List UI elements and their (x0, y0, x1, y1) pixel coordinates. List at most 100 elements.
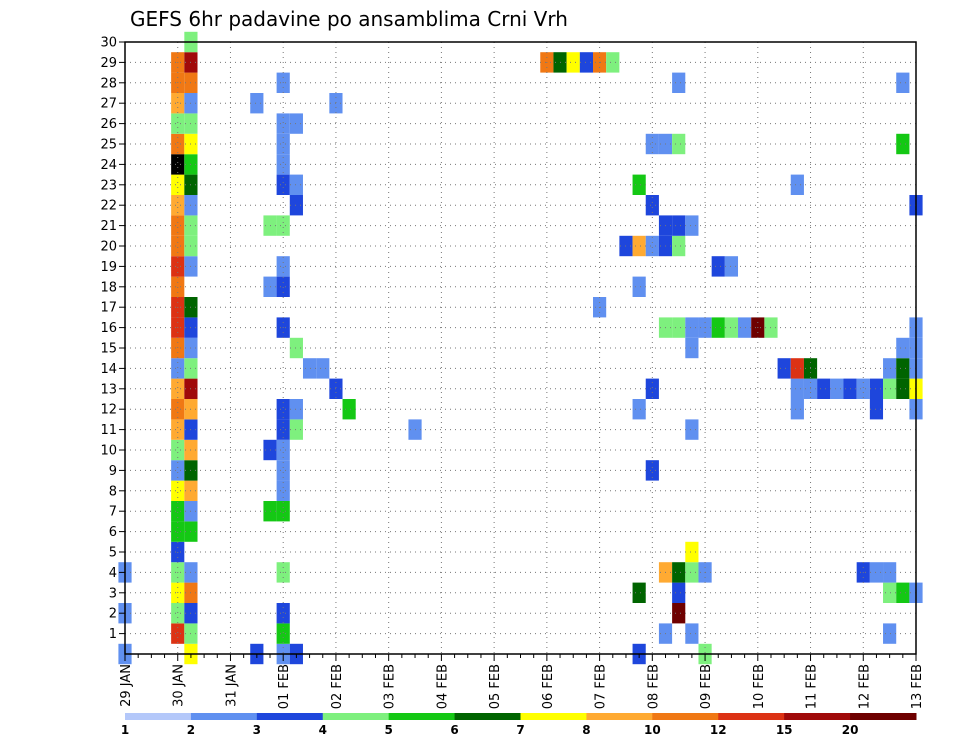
y-tick-label: 7 (109, 505, 117, 520)
heatmap-cell (171, 93, 185, 114)
heatmap-cell (276, 113, 290, 134)
y-tick-label: 4 (109, 566, 117, 581)
heatmap-cell (171, 358, 185, 379)
heatmap-cell (289, 195, 303, 216)
y-tick-label: 20 (100, 240, 117, 255)
heatmap-cell (606, 52, 620, 73)
heatmap-cell (896, 72, 910, 93)
heatmap-cell (276, 215, 290, 236)
heatmap-cell (896, 378, 910, 399)
heatmap-cell (171, 195, 185, 216)
heatmap-cell (276, 419, 290, 440)
heatmap-cell (830, 378, 844, 399)
heatmap-cell (276, 439, 290, 461)
colorbar-swatch (388, 713, 456, 720)
heatmap-cell (645, 195, 659, 216)
heatmap-cell (817, 378, 831, 399)
heatmap-cell (645, 235, 659, 257)
heatmap-cell (289, 174, 303, 195)
colorbar-label: 4 (319, 723, 327, 737)
y-tick-label: 11 (100, 423, 117, 438)
heatmap-cell (276, 603, 290, 624)
heatmap-cell (632, 399, 646, 420)
x-tick-label: 07 FEB (594, 664, 609, 709)
colorbar-swatch (322, 713, 390, 720)
colorbar-label: 20 (842, 723, 859, 737)
colorbar-label: 3 (253, 723, 261, 737)
heatmap-cell (632, 235, 646, 257)
heatmap-cell (171, 154, 185, 175)
heatmap-cell (171, 174, 185, 195)
y-tick-label: 2 (109, 607, 117, 622)
heatmap-cell (883, 623, 897, 644)
colorbar-swatch (652, 713, 719, 720)
colorbar-swatch (256, 713, 324, 720)
y-tick-label: 17 (100, 301, 117, 316)
heatmap-cell (276, 399, 290, 420)
y-tick-label: 3 (109, 586, 117, 601)
heatmap-cell (579, 52, 594, 73)
heatmap-cell (171, 521, 185, 542)
heatmap-cell (883, 582, 897, 603)
heatmap-cell (645, 133, 659, 155)
heatmap-cell (289, 337, 303, 359)
x-tick-label: 09 FEB (699, 664, 714, 709)
y-tick-label: 22 (100, 199, 117, 214)
heatmap-cell (289, 113, 303, 134)
x-tick-label: 13 FEB (910, 664, 925, 709)
heatmap-cell (276, 174, 290, 195)
heatmap-cell (724, 256, 739, 277)
heatmap-cell (711, 317, 725, 338)
heatmap-cell (302, 358, 317, 379)
y-tick-label: 30 (100, 36, 117, 51)
x-tick-label: 10 FEB (752, 664, 767, 709)
heatmap-cell (896, 358, 910, 379)
heatmap-cell (685, 541, 699, 563)
colorbar-swatch (454, 713, 521, 720)
heatmap-cell (289, 419, 303, 440)
heatmap-cell (883, 358, 897, 379)
heatmap-cell (685, 337, 699, 359)
colorbar-label: 7 (516, 723, 524, 737)
y-tick-label: 14 (100, 362, 117, 377)
colorbar-swatch (190, 713, 258, 720)
heatmap-cell (672, 215, 686, 236)
chart-title: GEFS 6hr padavine po ansamblima Crni Vrh (130, 7, 568, 31)
heatmap-cell (645, 460, 659, 481)
colorbar-label: 1 (121, 723, 129, 737)
heatmap-cell (276, 276, 290, 297)
heatmap-cell (566, 52, 580, 73)
heatmap-cell (790, 174, 804, 195)
heatmap-cell (632, 582, 646, 603)
heatmap-cell (276, 460, 290, 481)
heatmap-cell (672, 603, 686, 624)
y-tick-label: 16 (100, 321, 117, 336)
heatmap-cell (171, 460, 185, 481)
colorbar-swatch (586, 713, 653, 720)
heatmap-cell (685, 623, 699, 644)
x-tick-label: 08 FEB (646, 664, 661, 709)
heatmap-cell (672, 133, 686, 155)
heatmap-cell (790, 399, 804, 420)
heatmap-cell (738, 317, 752, 338)
heatmap-cell (276, 501, 290, 522)
y-tick-label: 29 (100, 56, 117, 71)
heatmap-cell (672, 582, 686, 603)
x-axis-ticks: 29 JAN 30 JAN 31 JAN 01 FEB 02 FEB 03 FEB 04 F… (119, 654, 925, 709)
colorbar-label: 10 (644, 723, 661, 737)
heatmap-cell (672, 235, 686, 257)
heatmap-cell (711, 256, 725, 277)
heatmap-cell (276, 256, 290, 277)
colorbar-label: 12 (710, 723, 727, 737)
heatmap-cell (856, 378, 870, 399)
heatmap-cell (777, 358, 791, 379)
heatmap-cell (171, 419, 185, 440)
y-tick-label: 27 (100, 97, 117, 112)
x-tick-label: 29 JAN (119, 664, 134, 707)
colorbar-swatch (718, 713, 785, 720)
x-tick-label: 01 FEB (277, 664, 292, 709)
heatmap-cell (171, 113, 185, 134)
heatmap-cell (685, 562, 699, 583)
heatmap-cell (171, 399, 185, 420)
